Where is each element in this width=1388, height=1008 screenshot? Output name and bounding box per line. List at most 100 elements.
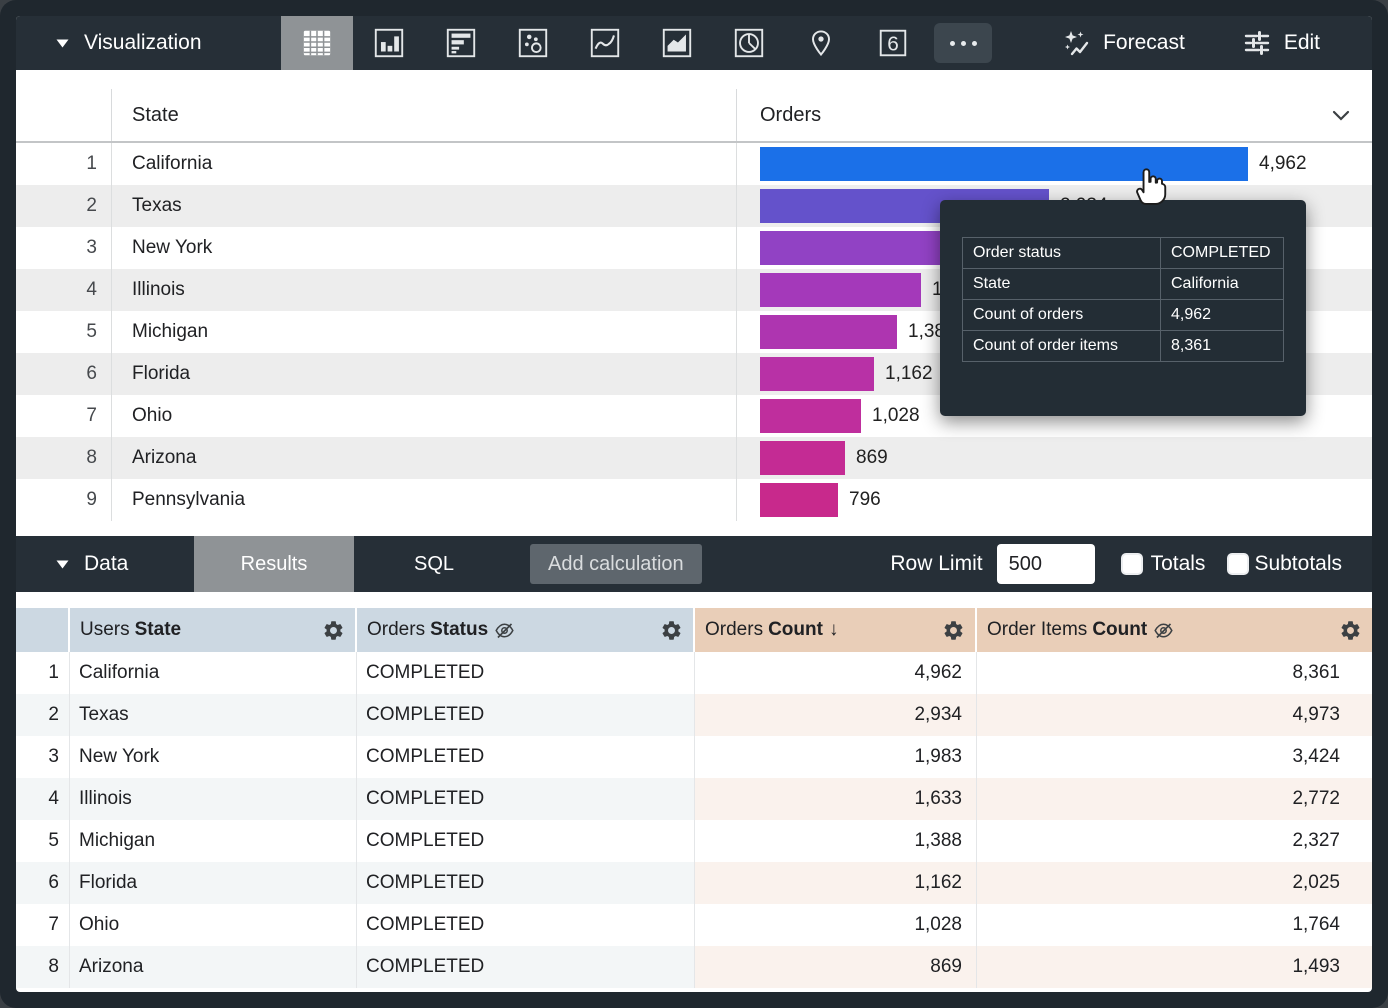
row-number-cell: 4 <box>16 778 70 820</box>
tab-sql[interactable]: SQL <box>413 552 455 575</box>
order-items-count-cell: 4,973 <box>977 694 1372 736</box>
tooltip-row: Count of orders 4,962 <box>962 299 1284 331</box>
status-cell: COMPLETED <box>357 820 695 862</box>
orders-count-cell: 1,162 <box>695 862 977 904</box>
order-items-count-header[interactable]: Order Items Count <box>977 608 1372 652</box>
viz-row-number: 3 <box>16 227 112 269</box>
order-items-count-cell: 2,772 <box>977 778 1372 820</box>
viz-table-row: 1 California 4,962 <box>16 143 1372 185</box>
data-table-body: 1 California COMPLETED 4,962 8,361 2 Texas COMP… <box>16 652 1372 988</box>
viz-orders-cell: 1,028 <box>737 395 1372 437</box>
viz-state-header[interactable]: State <box>112 89 737 141</box>
tooltip-value: California <box>1160 268 1284 300</box>
state-cell: New York <box>70 736 357 778</box>
viz-type-pie-chart-button[interactable] <box>713 16 785 70</box>
edit-button[interactable]: Edit <box>1243 29 1320 57</box>
order-items-count-cell: 2,327 <box>1292 830 1340 851</box>
viz-type-more-button[interactable] <box>929 16 997 70</box>
viz-state-cell: Arizona <box>112 437 737 479</box>
state-cell: Ohio <box>70 904 357 946</box>
totals-checkbox[interactable] <box>1120 553 1143 575</box>
viz-orders-cell: 4,962 <box>737 143 1372 185</box>
viz-type-map-button[interactable] <box>785 16 857 70</box>
status-cell: COMPLETED <box>357 946 695 988</box>
tooltip-row: Count of order items 8,361 <box>962 330 1284 362</box>
viz-type-scatter-button[interactable] <box>497 16 569 70</box>
viz-state-cell: Florida <box>112 353 737 395</box>
row-limit-input[interactable] <box>996 544 1095 584</box>
status-cell: COMPLETED <box>357 862 695 904</box>
toolbar-actions: Forecast Edit <box>1062 29 1372 57</box>
order-items-count-cell: 8,361 <box>1292 662 1340 683</box>
orders-bar[interactable] <box>760 399 861 433</box>
table-row: 1 California COMPLETED 4,962 8,361 <box>16 652 1372 694</box>
column-chart-icon <box>374 28 404 58</box>
subtotals-checkbox[interactable] <box>1227 553 1250 575</box>
viz-orders-header[interactable]: Orders <box>737 89 1372 141</box>
state-cell: Florida <box>70 862 357 904</box>
order-items-count-cell: 3,424 <box>1292 746 1340 767</box>
state-cell: Michigan <box>70 820 357 862</box>
viz-type-bar-chart-button[interactable] <box>425 16 497 70</box>
viz-type-column-chart-button[interactable] <box>353 16 425 70</box>
viz-state-cell: Pennsylvania <box>112 479 737 521</box>
viz-row-number: 1 <box>16 143 112 185</box>
orders-status-header[interactable]: Orders Status <box>357 608 695 652</box>
visualization-toolbar: Visualization <box>16 16 1372 70</box>
table-row: 3 New York COMPLETED 1,983 3,424 <box>16 736 1372 778</box>
viz-type-line-chart-button[interactable] <box>569 16 641 70</box>
gear-icon[interactable] <box>942 619 965 642</box>
viz-row-number: 7 <box>16 395 112 437</box>
orders-count-cell: 1,633 <box>695 778 977 820</box>
caret-down-icon <box>56 560 69 568</box>
tooltip-body: Order status COMPLETED State California Coun… <box>962 237 1284 362</box>
order-items-count-cell: 2,025 <box>977 862 1372 904</box>
row-number-cell: 3 <box>16 736 70 778</box>
orders-bar[interactable] <box>760 441 845 475</box>
table-row: 2 Texas COMPLETED 2,934 4,973 <box>16 694 1372 736</box>
visualization-section-toggle[interactable]: Visualization <box>16 31 281 55</box>
orders-bar[interactable] <box>760 147 1248 181</box>
orders-bar[interactable] <box>760 357 874 391</box>
table-row: 7 Ohio COMPLETED 1,028 1,764 <box>16 904 1372 946</box>
forecast-button[interactable]: Forecast <box>1062 29 1185 57</box>
orders-count-cell: 869 <box>695 946 977 988</box>
order-items-count-cell: 1,764 <box>1292 914 1340 935</box>
orders-count-cell: 2,934 <box>695 694 977 736</box>
area-chart-icon <box>662 28 692 58</box>
data-section-toggle[interactable]: Data <box>16 552 194 576</box>
gear-icon[interactable] <box>1339 619 1362 642</box>
svg-text:6: 6 <box>887 33 899 56</box>
tab-results[interactable]: Results <box>194 536 354 592</box>
viz-type-single-value-button[interactable]: 6 <box>857 16 929 70</box>
orders-bar[interactable] <box>760 273 921 307</box>
tooltip-row: State California <box>962 268 1284 300</box>
viz-type-table-button[interactable] <box>281 16 353 70</box>
viz-row-number-header <box>16 89 112 141</box>
orders-bar[interactable] <box>760 231 955 265</box>
viz-state-cell: Ohio <box>112 395 737 437</box>
pie-chart-icon <box>734 28 764 58</box>
chevron-down-icon[interactable] <box>1332 110 1350 121</box>
subtotals-label: Subtotals <box>1254 552 1342 575</box>
orders-bar-value: 869 <box>856 447 888 468</box>
viz-type-area-chart-button[interactable] <box>641 16 713 70</box>
single-value-icon: 6 <box>879 29 907 57</box>
totals-label: Totals <box>1150 552 1206 575</box>
gear-icon[interactable] <box>322 619 345 642</box>
tooltip-row: Order status COMPLETED <box>962 237 1284 269</box>
status-cell: COMPLETED <box>357 736 695 778</box>
add-calculation-button[interactable]: Add calculation <box>530 544 702 584</box>
row-number-cell: 5 <box>16 820 70 862</box>
gear-icon[interactable] <box>660 619 683 642</box>
orders-bar[interactable] <box>760 315 897 349</box>
orders-bar[interactable] <box>760 483 838 517</box>
orders-count-cell: 1,983 <box>695 736 977 778</box>
viz-row-number: 6 <box>16 353 112 395</box>
orders-count-header[interactable]: Orders Count ↓ <box>695 608 977 652</box>
table-row: 5 Michigan COMPLETED 1,388 2,327 <box>16 820 1372 862</box>
tooltip-table: Order status COMPLETED State California Coun… <box>962 237 1284 362</box>
row-number-cell: 8 <box>16 946 70 988</box>
users-state-header[interactable]: Users State <box>70 608 357 652</box>
